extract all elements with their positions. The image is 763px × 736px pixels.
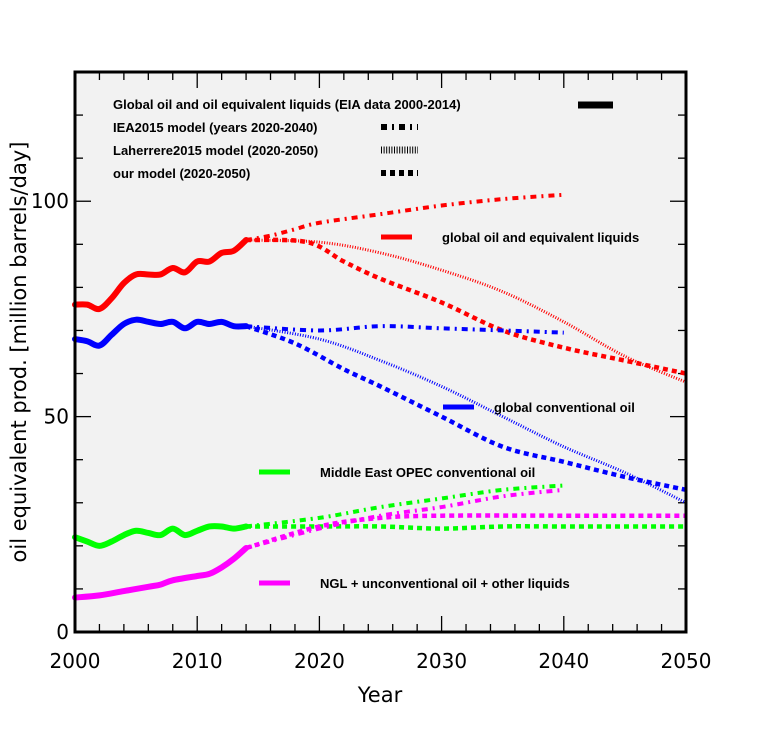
- series-line: [246, 237, 687, 376]
- series-line: [245, 324, 687, 493]
- series-line: [245, 487, 565, 550]
- x-tick-label: 2030: [416, 649, 467, 673]
- series-line: [72, 523, 250, 549]
- legend-style-label: Laherrere2015 model (2020-2050): [113, 143, 318, 158]
- x-axis-label: Year: [357, 683, 403, 707]
- legend-color-label: global oil and equivalent liquids: [442, 230, 639, 245]
- series-line: [72, 237, 250, 313]
- x-tick-label: 2020: [294, 649, 345, 673]
- legend-style-label: our model (2020-2050): [113, 166, 250, 181]
- legend-style-label: IEA2015 model (years 2020-2040): [113, 120, 318, 135]
- x-tick-label: 2010: [172, 649, 223, 673]
- legend-style-label: Global oil and oil equivalent liquids (E…: [113, 97, 461, 112]
- plot-frame: [73, 70, 688, 634]
- series-lines: [72, 192, 687, 601]
- tick-labels: 2000 2010 2020 2030 2040 2050 0 50 100: [31, 189, 712, 673]
- legend-color-label: global conventional oil: [494, 400, 635, 415]
- x-tick-label: 2050: [661, 649, 712, 673]
- series-line: [245, 324, 687, 505]
- x-tick-label: 2040: [538, 649, 589, 673]
- series-line: [245, 513, 686, 551]
- series-line: [245, 483, 564, 529]
- series-line: [245, 192, 564, 242]
- x-tick-label: 2000: [50, 649, 101, 673]
- legend-color-label: Middle East OPEC conventional oil: [320, 465, 535, 480]
- y-tick-label: 0: [56, 620, 69, 644]
- series-line: [246, 238, 687, 384]
- legend-color-label: NGL + unconventional oil + other liquids: [320, 576, 570, 591]
- series-line: [72, 545, 250, 601]
- y-tick-label: 50: [44, 405, 69, 429]
- y-axis-label: oil equivalent prod. [million barrels/da…: [7, 142, 31, 563]
- y-tick-label: 100: [31, 189, 69, 213]
- legend: Global oil and oil equivalent liquids (E…: [113, 97, 639, 591]
- series-line: [72, 316, 250, 349]
